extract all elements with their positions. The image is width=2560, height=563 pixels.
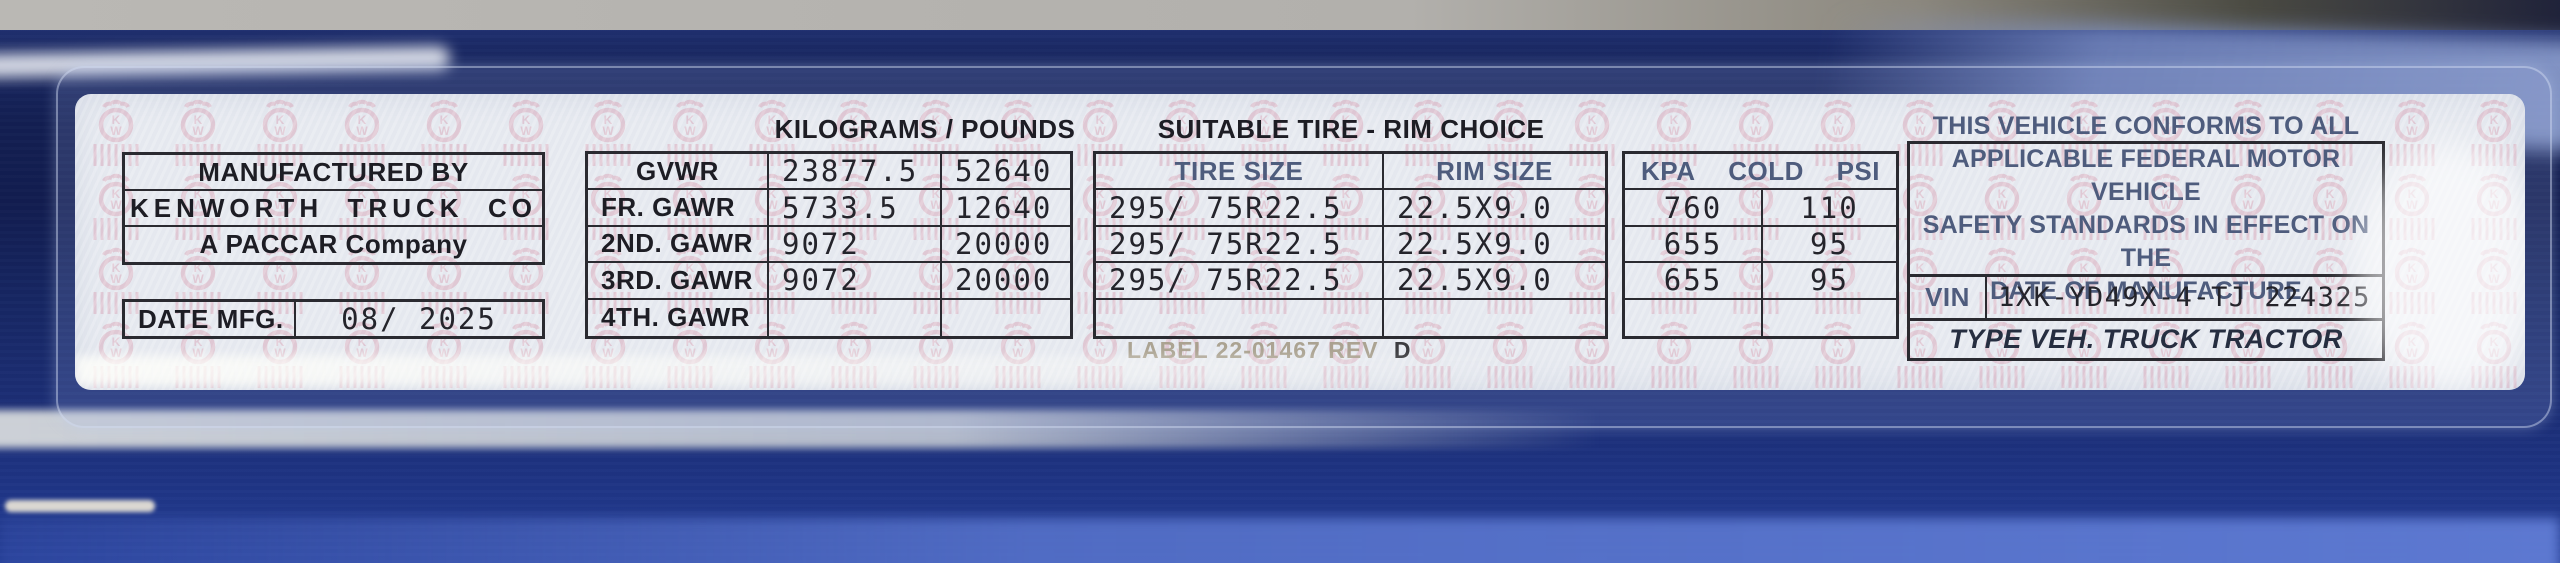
vin-value: 1XK-YD49X-4-TJ 224325 xyxy=(1998,282,2371,313)
reflection-band xyxy=(0,410,1600,448)
second-gawr-label: 2ND. GAWR xyxy=(588,226,769,264)
compliance-line-1: THIS VEHICLE CONFORMS TO ALL xyxy=(1932,112,2360,140)
fourth-gawr-label: 4TH. GAWR xyxy=(588,299,769,336)
rim-size-row3: 22.5X9.0 xyxy=(1384,263,1605,300)
weights-table: GVWR 23877.5 52640 FR. GAWR 5733.5 12640… xyxy=(585,151,1073,339)
manufacturer-name: KENWORTH TRUCK CO xyxy=(125,191,542,227)
compliance-line-4: DATE OF MANUFACTURE xyxy=(1990,277,2302,305)
date-mfg-label: DATE MFG. xyxy=(125,302,296,336)
third-gawr-label: 3RD. GAWR xyxy=(588,263,769,300)
manufactured-by-heading: MANUFACTURED BY xyxy=(125,155,542,191)
psi-row1: 110 xyxy=(1763,190,1896,227)
pressure-header-row: KPA COLD PSI xyxy=(1625,154,1896,191)
psi-row2: 95 xyxy=(1763,227,1896,264)
certification-label: K W MANUFACTURED BY KENWORTH TRUCK CO A … xyxy=(75,94,2525,390)
paint-scratch-glare xyxy=(5,500,155,512)
kpa-row2: 655 xyxy=(1625,226,1763,264)
manufacturer-box: MANUFACTURED BY KENWORTH TRUCK CO A PACC… xyxy=(122,152,545,265)
tire-size-row2: 295/ 75R22.5 xyxy=(1096,226,1384,264)
fr-gawr-kg: 5733.5 xyxy=(769,190,942,227)
second-gawr-kg: 9072 xyxy=(769,226,942,264)
psi-row4 xyxy=(1763,300,1896,336)
gvwr-lb: 52640 xyxy=(942,154,1070,191)
tire-rim-table: TIRE SIZE RIM SIZE 295/ 75R22.5 22.5X9.0… xyxy=(1093,151,1608,339)
fourth-gawr-kg xyxy=(769,299,942,336)
kpa-header: KPA xyxy=(1641,155,1696,186)
psi-row3: 95 xyxy=(1763,263,1896,300)
weights-units-heading: KILOGRAMS / POUNDS xyxy=(774,114,1076,144)
kpa-row1: 760 xyxy=(1625,190,1763,227)
vin-label: VIN xyxy=(1910,277,1987,318)
compliance-statement-box: THIS VEHICLE CONFORMS TO ALL APPLICABLE … xyxy=(1907,112,2385,305)
gvwr-label: GVWR xyxy=(588,154,769,191)
fr-gawr-lb: 12640 xyxy=(942,190,1070,227)
date-mfg-box: DATE MFG. 08/ 2025 xyxy=(122,299,545,339)
tire-size-row4 xyxy=(1096,299,1384,336)
rim-size-row1: 22.5X9.0 xyxy=(1384,190,1605,227)
tire-size-row1: 295/ 75R22.5 xyxy=(1096,190,1384,227)
door-trim-strip xyxy=(0,0,2560,30)
third-gawr-kg: 9072 xyxy=(769,263,942,300)
compliance-line-2: APPLICABLE FEDERAL MOTOR VEHICLE xyxy=(1951,145,2341,206)
rim-size-row2: 22.5X9.0 xyxy=(1384,227,1605,264)
psi-header: PSI xyxy=(1836,155,1880,186)
fourth-gawr-lb xyxy=(942,300,1070,336)
date-mfg-value: 08/ 2025 xyxy=(341,302,497,336)
second-gawr-lb: 20000 xyxy=(942,227,1070,264)
vehicle-type-box: TYPE VEH. TRUCK TRACTOR xyxy=(1907,321,2385,361)
fr-gawr-label: FR. GAWR xyxy=(588,190,769,227)
rim-size-column-header: RIM SIZE xyxy=(1384,154,1605,191)
cold-header: COLD xyxy=(1728,155,1804,186)
kpa-row3: 655 xyxy=(1625,263,1763,300)
tire-rim-heading: SUITABLE TIRE - RIM CHOICE xyxy=(1157,114,1545,144)
third-gawr-lb: 20000 xyxy=(942,263,1070,300)
tire-size-row3: 295/ 75R22.5 xyxy=(1096,263,1384,300)
vin-box: VIN 1XK-YD49X-4-TJ 224325 xyxy=(1907,277,2385,321)
reflection-band-bottom xyxy=(0,518,2560,563)
pressure-table: KPA COLD PSI 760 110 655 95 655 95 xyxy=(1622,151,1899,339)
rim-size-row4 xyxy=(1384,300,1605,336)
kpa-row4 xyxy=(1625,299,1763,336)
manufacturer-subtitle: A PACCAR Company xyxy=(199,229,468,259)
tire-size-column-header: TIRE SIZE xyxy=(1096,154,1384,191)
gvwr-kg: 23877.5 xyxy=(769,154,942,191)
label-glare-right xyxy=(2355,144,2525,390)
label-glare-bottom xyxy=(75,356,1575,386)
compliance-line-3: SAFETY STANDARDS IN EFFECT ON THE xyxy=(1922,211,2370,272)
